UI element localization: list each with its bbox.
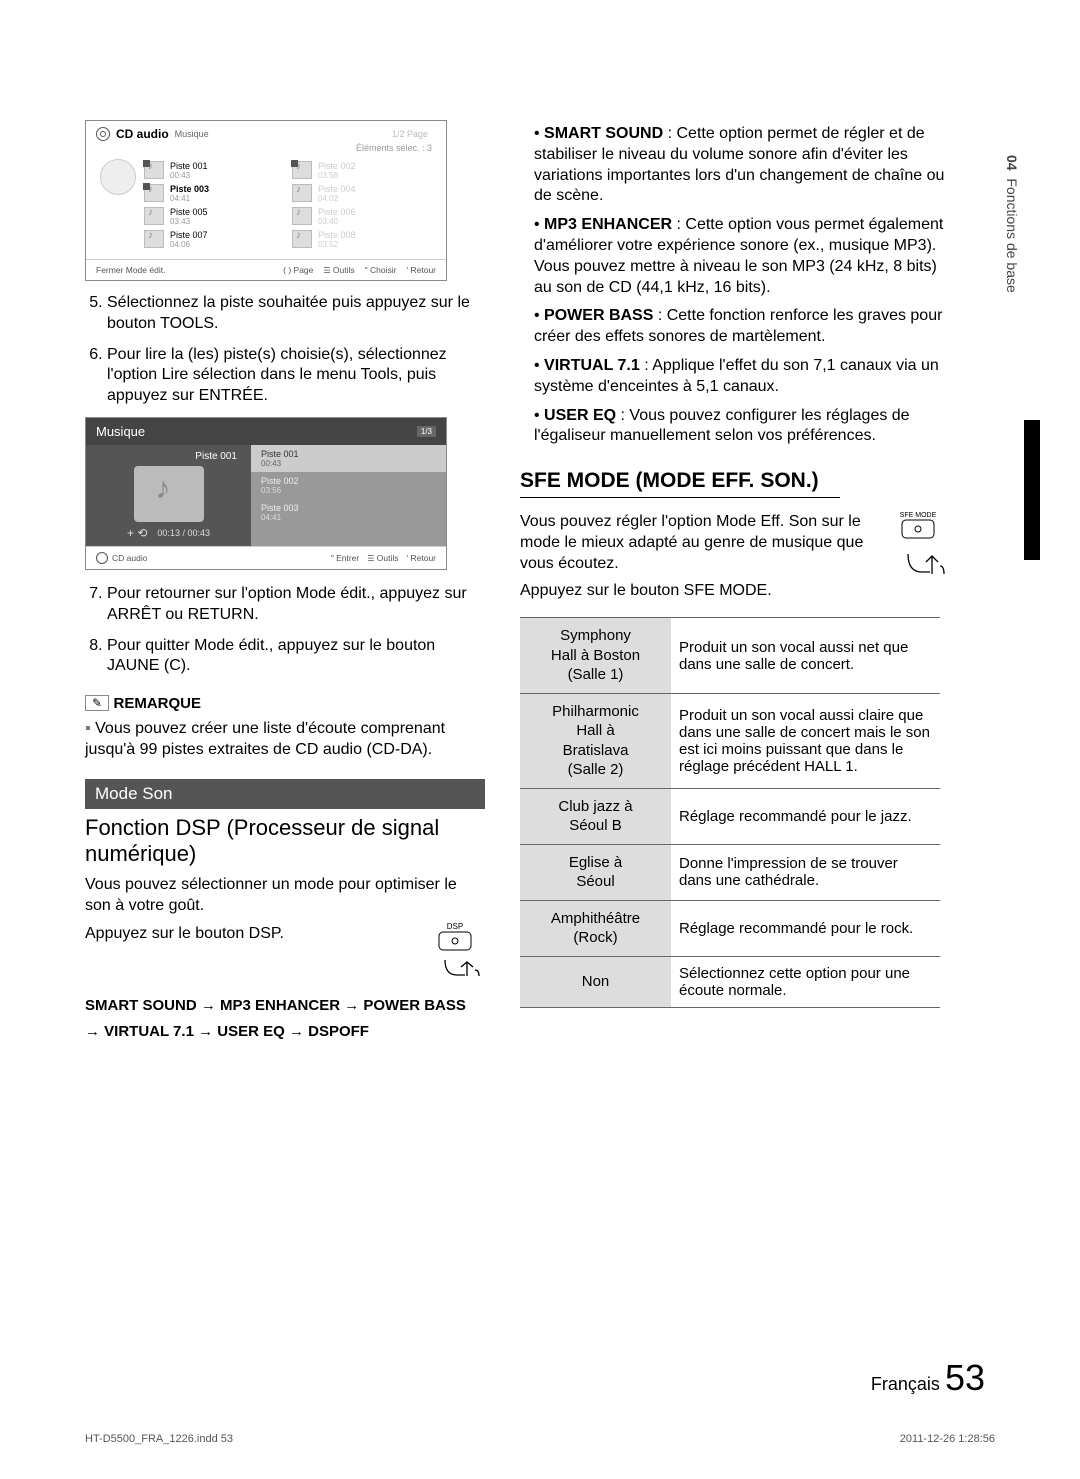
dsp-button-icon: DSP — [425, 920, 485, 987]
step-7: Pour retourner sur l'option Mode édit., … — [107, 584, 485, 626]
sfe-mode-desc: Produit un son vocal aussi net que dans … — [671, 618, 940, 694]
sfe-mode-name: Club jazz àSéoul B — [520, 788, 671, 844]
track-item: Piste 00304:41 — [144, 182, 284, 205]
chapter-tab: 04 Fonctions de base — [1004, 155, 1020, 293]
track-item: Piste 00100:43 — [144, 159, 284, 182]
step-8: Pour quitter Mode édit., appuyez sur le … — [107, 636, 485, 678]
shot1-footer-item: ' Retour — [407, 265, 437, 275]
remarque-note: ✎ REMARQUE Vous pouvez créer une liste d… — [85, 695, 485, 761]
step-6: Pour lire la (les) piste(s) choisie(s), … — [107, 345, 485, 407]
right-column: SMART SOUND : Cette option permet de rég… — [520, 120, 950, 1044]
sfe-row: PhilharmonicHall àBratislava(Salle 2)Pro… — [520, 693, 940, 788]
dsp-option: USER EQ : Vous pouvez configurer les rég… — [534, 406, 950, 448]
sfe-mode-desc: Réglage recommandé pour le jazz. — [671, 788, 940, 844]
page-edge-tab — [1024, 420, 1040, 560]
step-5: Sélectionnez la piste souhaitée puis app… — [107, 293, 485, 335]
shot2-footer-item: " Entrer — [331, 553, 360, 563]
shot1-page-indicator: 1/2 Page — [392, 129, 428, 139]
time-display: 00:13 / 00:43 — [157, 528, 210, 538]
shot1-subtitle: Musique — [175, 129, 209, 139]
sfe-mode-desc: Produit un son vocal aussi claire que da… — [671, 693, 940, 788]
instruction-list-2: Pour retourner sur l'option Mode édit., … — [85, 584, 485, 677]
instruction-list-1: Sélectionnez la piste souhaitée puis app… — [85, 293, 485, 407]
sfe-row: SymphonyHall à Boston(Salle 1)Produit un… — [520, 618, 940, 694]
mode-son-header: Mode Son — [85, 779, 485, 809]
shot2-source: CD audio — [112, 553, 147, 563]
track-item: Piste 00203:56 — [292, 159, 432, 182]
album-art-icon — [134, 466, 204, 522]
sfe-row: Amphithéâtre(Rock)Réglage recommandé pou… — [520, 900, 940, 956]
shot2-footer-item: ' Retour — [407, 553, 437, 563]
remarque-text: Vous pouvez créer une liste d'écoute com… — [85, 719, 485, 761]
sfe-mode-name: SymphonyHall à Boston(Salle 1) — [520, 618, 671, 694]
indd-date: 2011-12-26 1:28:56 — [900, 1433, 995, 1445]
cd-audio-screenshot: CD audio Musique 1/2 Page Éléments sélec… — [85, 120, 447, 281]
note-icon: ✎ — [85, 695, 109, 711]
dsp-title: Fonction DSP (Processeur de signal numér… — [85, 815, 485, 867]
dsp-options-list: SMART SOUND : Cette option permet de rég… — [520, 124, 950, 447]
dsp-option: SMART SOUND : Cette option permet de rég… — [534, 124, 950, 207]
sfe-mode-name: Eglise àSéoul — [520, 844, 671, 900]
sfe-mode-name: Non — [520, 956, 671, 1007]
shot1-title: CD audio — [116, 127, 169, 141]
playlist-row: Piste 00100:43 — [251, 445, 446, 472]
track-item: Piste 00503:43 — [144, 205, 284, 228]
playlist-row: Piste 00304:41 — [251, 499, 446, 526]
disc-icon — [96, 127, 110, 141]
shot2-page: 1/3 — [417, 426, 436, 437]
svg-text:SFE MODE: SFE MODE — [900, 512, 937, 519]
sfe-mode-desc: Réglage recommandé pour le rock. — [671, 900, 940, 956]
shot1-footer-item: " Choisir — [365, 265, 397, 275]
footer-lang: Français — [871, 1374, 940, 1394]
left-column: CD audio Musique 1/2 Page Éléments sélec… — [85, 120, 485, 1044]
track-item: Piste 00603:40 — [292, 205, 432, 228]
disc-icon — [96, 552, 108, 564]
shot1-selection-info: Éléments sélec. : 3 — [86, 143, 446, 155]
sfe-mode-table: SymphonyHall à Boston(Salle 1)Produit un… — [520, 617, 940, 1008]
shot1-footer-item: Fermer Mode édit. — [96, 265, 165, 275]
track-item: Piste 00803:52 — [292, 228, 432, 251]
dsp-intro: Vous pouvez sélectionner un mode pour op… — [85, 875, 485, 917]
indd-file: HT-D5500_FRA_1226.indd 53 — [85, 1433, 233, 1445]
page-number: 53 — [945, 1357, 985, 1398]
sfe-row: NonSélectionnez cette option pour une éc… — [520, 956, 940, 1007]
print-metadata: HT-D5500_FRA_1226.indd 53 2011-12-26 1:2… — [85, 1433, 995, 1445]
track-item: Piste 00404:02 — [292, 182, 432, 205]
dsp-option: MP3 ENHANCER : Cette option vous permet … — [534, 215, 950, 298]
sfe-row: Club jazz àSéoul BRéglage recommandé pou… — [520, 788, 940, 844]
shot1-footer-item: ☰ Outils — [323, 265, 354, 275]
music-player-screenshot: Musique 1/3 Piste 001 + ⟲ 00:13 / 00:43 … — [85, 417, 447, 570]
album-icon — [100, 159, 136, 195]
page: 04 Fonctions de base CD audio Musique 1/… — [0, 0, 1080, 1479]
shot1-footer-item: ( ) Page — [283, 265, 313, 275]
track-item: Piste 00704:06 — [144, 228, 284, 251]
shot2-title: Musique — [96, 424, 145, 439]
sfe-press: Appuyez sur le bouton SFE MODE. — [520, 581, 878, 602]
shot2-footer-item: ☰ Outils — [367, 553, 398, 563]
playlist-row: Piste 00203:56 — [251, 472, 446, 499]
remarque-title: REMARQUE — [114, 695, 202, 712]
dsp-option: POWER BASS : Cette fonction renforce les… — [534, 306, 950, 348]
chapter-label: Fonctions de base — [1004, 178, 1020, 292]
sfe-mode-name: Amphithéâtre(Rock) — [520, 900, 671, 956]
sfe-mode-name: PhilharmonicHall àBratislava(Salle 2) — [520, 693, 671, 788]
svg-text:DSP: DSP — [447, 922, 463, 931]
sfe-button-icon: SFE MODE — [886, 508, 950, 587]
sfe-mode-title: SFE MODE (MODE EFF. SON.) — [520, 469, 840, 498]
chapter-num: 04 — [1004, 155, 1020, 171]
sfe-mode-desc: Donne l'impression de se trouver dans un… — [671, 844, 940, 900]
dsp-option: VIRTUAL 7.1 : Applique l'effet du son 7,… — [534, 356, 950, 398]
sfe-mode-desc: Sélectionnez cette option pour une écout… — [671, 956, 940, 1007]
page-footer: Français 53 — [871, 1357, 985, 1399]
dsp-press: Appuyez sur le bouton DSP. — [85, 924, 415, 945]
sfe-row: Eglise àSéoulDonne l'impression de se tr… — [520, 844, 940, 900]
player-controls: + ⟲ — [127, 526, 147, 540]
dsp-sequence: SMART SOUND → MP3 ENHANCER → POWER BASS … — [85, 993, 485, 1044]
sfe-intro: Vous pouvez régler l'option Mode Eff. So… — [520, 512, 878, 574]
now-playing-label: Piste 001 — [195, 451, 251, 462]
